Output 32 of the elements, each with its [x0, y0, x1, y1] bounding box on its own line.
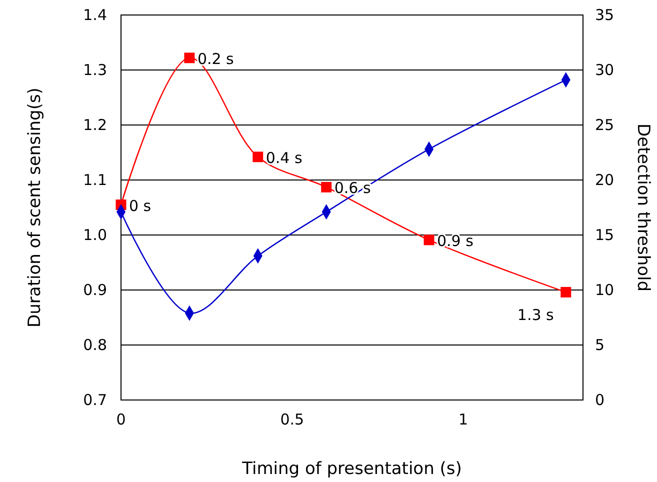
point [321, 182, 332, 192]
y-tick-label: 0.7 [83, 390, 107, 409]
x-tick-label: 0.5 [280, 410, 304, 429]
y-tick-label: 1.2 [83, 116, 107, 134]
x-tick-label: 0 [116, 410, 126, 429]
annotation: 0.4 s [266, 148, 303, 167]
point [184, 52, 195, 64]
annotation: 1.3 s [517, 306, 554, 324]
y-axis-title: Duration of scent sensing(s) [25, 88, 45, 328]
y-tick-label: 0.9 [83, 280, 107, 299]
point [252, 152, 264, 162]
y2-tick-label: 15 [595, 226, 614, 244]
x-axis-title: Timing of presentation (s) [241, 459, 462, 479]
annotation: 0 s [129, 196, 152, 215]
y2-tick-label: 35 [595, 6, 614, 24]
x-tick-label: 1 [458, 410, 468, 429]
y2-tick-label: 10 [595, 280, 614, 299]
y-tick-label: 0.8 [83, 336, 107, 354]
y2-tick-label: 5 [595, 336, 605, 354]
y2-axis-title: Detection threshold [633, 123, 653, 292]
annotation: 0.2 s [197, 50, 234, 68]
point [560, 286, 572, 298]
y-tick-label: 1.1 [83, 170, 107, 189]
y-tick-label: 1.4 [83, 6, 107, 24]
y2-tick-label: 25 [595, 116, 614, 134]
y2-tick-label: 20 [595, 170, 614, 189]
point [424, 234, 434, 246]
annotation: 0.9 s [437, 232, 474, 250]
y2-tick-label: 0 [595, 390, 605, 409]
y-tick-label: 1.0 [83, 226, 107, 244]
y-tick-label: 1.3 [83, 60, 107, 79]
y2-tick-label: 30 [595, 60, 614, 79]
